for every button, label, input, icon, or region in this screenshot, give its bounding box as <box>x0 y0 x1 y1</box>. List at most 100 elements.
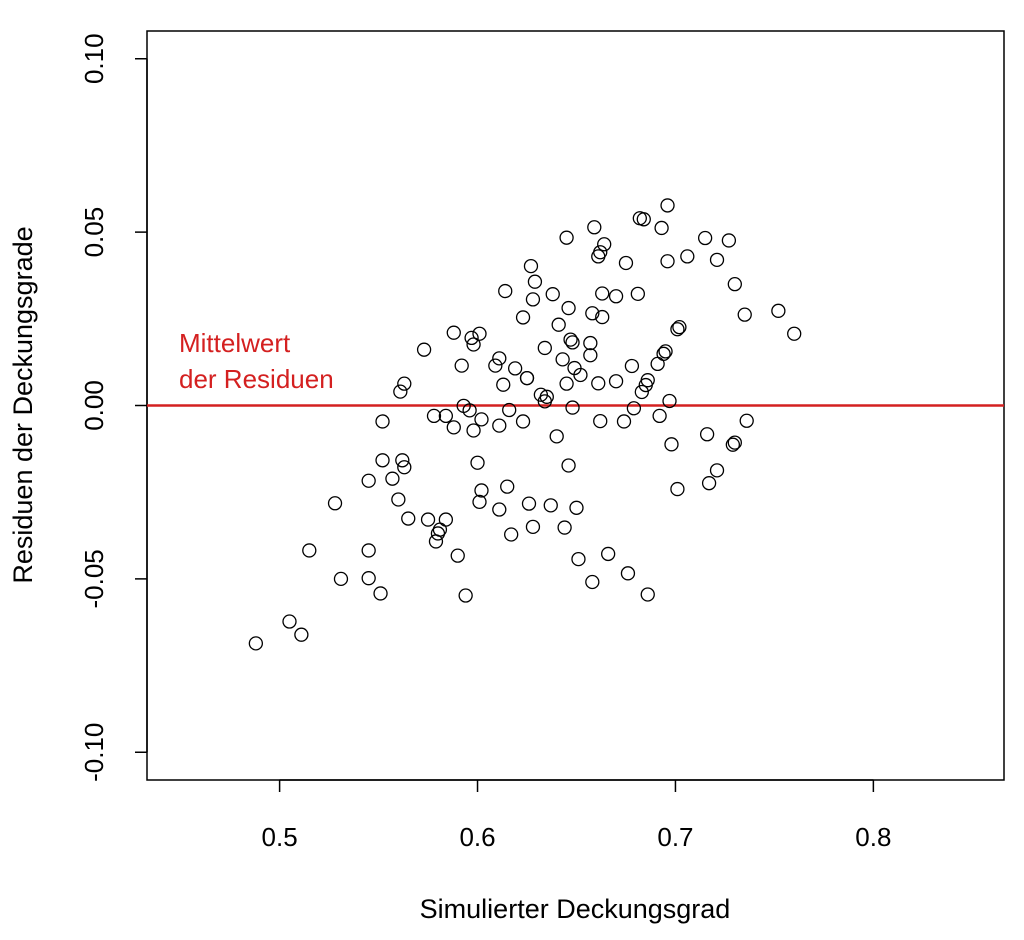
data-point <box>664 437 679 452</box>
data-point <box>593 413 608 429</box>
data-point <box>282 614 297 629</box>
data-point <box>500 479 515 494</box>
data-point <box>660 198 675 213</box>
data-point <box>680 249 695 264</box>
data-point <box>701 476 717 491</box>
data-point <box>446 325 461 340</box>
data-point <box>373 586 388 601</box>
data-point <box>585 574 600 590</box>
data-point <box>488 358 503 373</box>
data-point <box>565 335 580 350</box>
x-tick-label: 0.5 <box>262 822 298 852</box>
data-point <box>640 373 655 388</box>
data-point <box>624 358 640 374</box>
data-point <box>523 258 539 274</box>
y-axis-title: Residuen der Deckungsgrade <box>8 226 38 583</box>
data-point <box>391 492 406 507</box>
data-point <box>539 389 554 404</box>
data-point <box>545 287 560 302</box>
data-point <box>670 481 685 497</box>
data-point <box>555 352 570 367</box>
data-point <box>519 370 535 386</box>
data-point <box>727 276 742 292</box>
data-point <box>573 367 588 383</box>
y-tick-label: 0.10 <box>79 33 109 84</box>
data-point <box>525 292 541 307</box>
data-point <box>709 252 725 268</box>
data-point <box>498 283 513 299</box>
data-point <box>543 498 558 513</box>
data-point <box>616 414 632 429</box>
data-point <box>571 551 586 567</box>
data-point <box>454 358 469 373</box>
data-point <box>474 483 489 498</box>
data-point <box>561 300 576 316</box>
data-point <box>446 420 461 435</box>
data-point <box>697 230 713 246</box>
data-point <box>650 356 665 372</box>
data-point <box>597 237 612 252</box>
data-point <box>727 435 742 450</box>
data-point <box>565 400 580 415</box>
data-point <box>634 384 649 400</box>
data-point <box>601 546 616 562</box>
data-point <box>563 332 578 347</box>
data-point <box>428 534 444 549</box>
data-point <box>464 330 479 346</box>
data-point <box>397 376 412 391</box>
y-tick-label: 0.05 <box>79 207 109 258</box>
data-point <box>557 520 572 535</box>
data-point <box>620 566 636 581</box>
x-tick-label: 0.7 <box>657 822 693 852</box>
data-point <box>737 307 752 322</box>
data-point <box>640 587 655 602</box>
data-point <box>472 494 487 510</box>
data-point <box>618 255 634 271</box>
y-tick-label: 0.00 <box>79 380 109 431</box>
data-point <box>507 361 523 376</box>
data-point <box>462 403 477 418</box>
data-point <box>302 543 317 558</box>
data-point <box>660 254 675 269</box>
data-point <box>395 453 410 468</box>
data-point <box>636 212 651 227</box>
data-point <box>401 511 416 526</box>
data-point <box>420 512 436 527</box>
data-point <box>559 376 574 391</box>
mean-residual-label: Mittelwert der Residuen <box>179 328 334 394</box>
data-point <box>474 412 489 427</box>
data-point <box>656 346 671 361</box>
data-point <box>593 245 608 260</box>
data-point <box>626 401 642 416</box>
data-point <box>466 337 481 352</box>
data-point <box>561 458 576 473</box>
data-point <box>375 414 390 429</box>
data-point <box>652 408 667 424</box>
data-point <box>515 414 531 429</box>
data-point <box>654 220 669 236</box>
data-point <box>569 500 584 515</box>
data-point <box>438 408 454 424</box>
data-point <box>630 286 645 301</box>
data-point <box>248 636 264 651</box>
y-axis: -0.10 -0.05 0.00 0.05 0.10 <box>79 33 148 782</box>
data-point <box>504 527 519 542</box>
data-point <box>361 571 376 586</box>
data-point <box>608 374 624 389</box>
data-point <box>521 496 537 511</box>
data-point <box>583 335 598 351</box>
data-point <box>551 317 566 332</box>
data-point <box>721 233 737 248</box>
data-point <box>709 463 725 478</box>
data-point <box>393 384 408 399</box>
data-point <box>502 402 517 418</box>
data-point <box>333 571 349 587</box>
data-point <box>492 351 507 366</box>
data-point <box>361 473 376 488</box>
data-point <box>416 342 432 357</box>
data-point <box>559 230 574 245</box>
data-point <box>787 326 802 341</box>
data-point <box>662 393 677 409</box>
data-point <box>670 322 685 337</box>
